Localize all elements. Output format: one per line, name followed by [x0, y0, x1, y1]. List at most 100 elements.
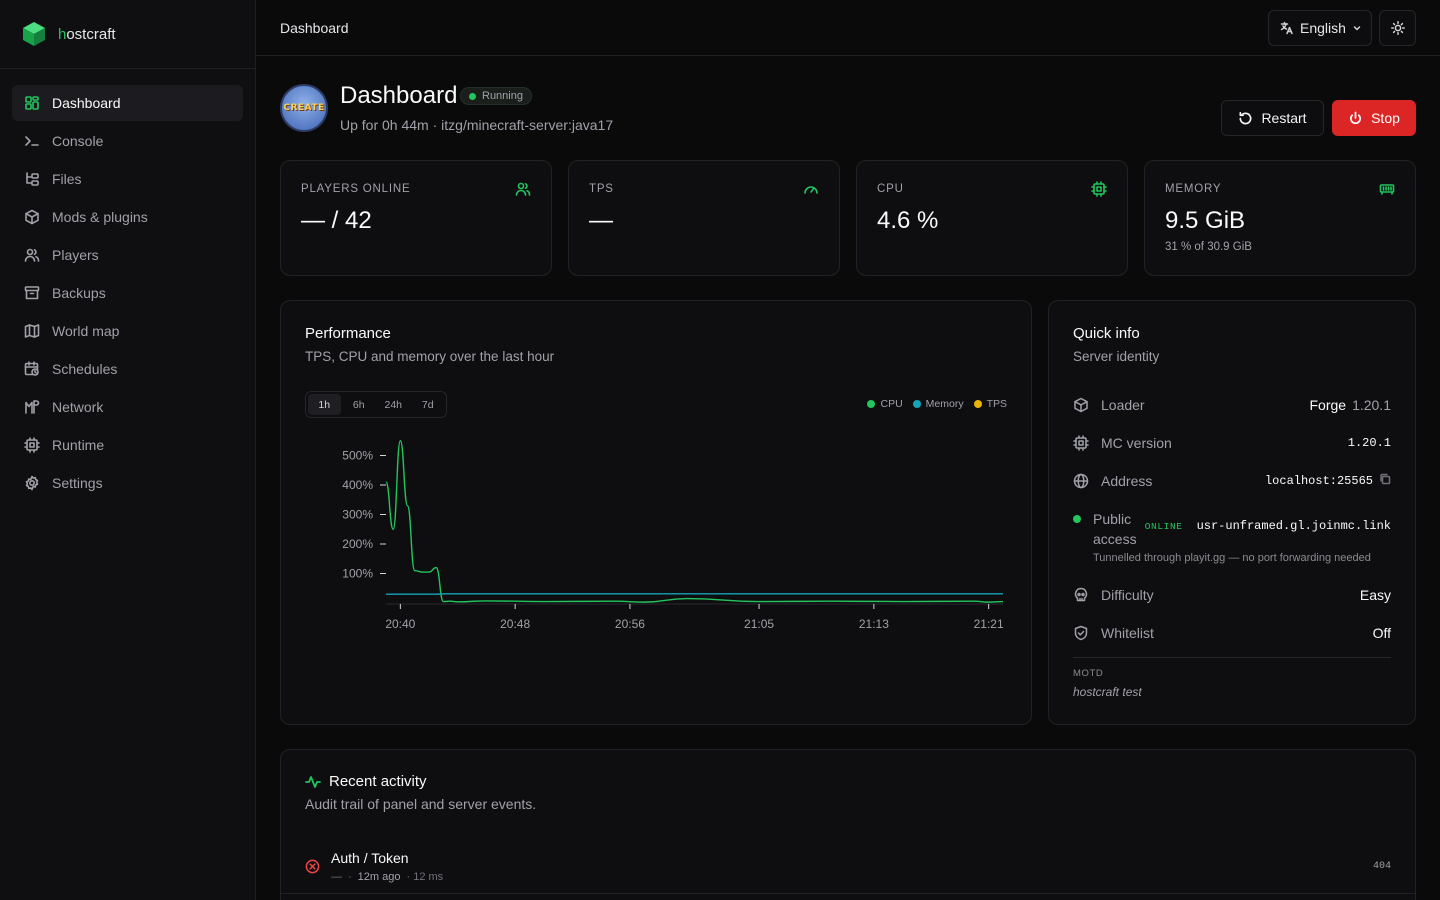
quick-info-panel: Quick info Server identity Loader Forge 1… [1048, 300, 1416, 725]
cpu-icon [1073, 435, 1089, 451]
restart-button[interactable]: Restart [1221, 100, 1324, 136]
shield-check-icon [1073, 625, 1089, 641]
performance-panel: Performance TPS, CPU and memory over the… [280, 300, 1032, 725]
legend-label: CPU [880, 398, 903, 410]
activity-actor: — [331, 871, 342, 883]
gauge-icon [803, 181, 819, 197]
stat-value: — [589, 207, 613, 234]
range-tab-7d[interactable]: 7d [421, 398, 434, 411]
legend-label: TPS [986, 398, 1007, 410]
status-text: Running [482, 90, 523, 102]
x-tick-label: 21:21 [974, 617, 1004, 631]
restart-label: Restart [1261, 110, 1307, 126]
info-label: Loader [1101, 397, 1145, 413]
sidebar-item-backups[interactable]: Backups [12, 275, 243, 311]
translate-icon [1280, 21, 1293, 35]
range-tab-24h[interactable]: 24h [384, 398, 403, 411]
stat-label: PLAYERS ONLINE [301, 183, 411, 195]
series-line-cpu [385, 440, 1004, 603]
sidebar-item-label: Settings [52, 475, 103, 491]
chart-legend: CPU Memory TPS [867, 398, 1007, 410]
top-bar: Dashboard English [256, 0, 1440, 56]
range-tab-6h[interactable]: 6h [352, 398, 365, 411]
time-range-tabs: 1h 6h 24h 7d [305, 391, 447, 418]
copy-icon[interactable] [1379, 473, 1391, 489]
performance-title: Performance [305, 325, 391, 342]
stop-label: Stop [1371, 110, 1400, 126]
stat-value: 4.6 % [877, 207, 939, 234]
activity-name: Auth / Token [331, 850, 409, 866]
sidebar-item-network[interactable]: Network [12, 389, 243, 425]
stat-value: 9.5 GiB [1165, 207, 1246, 234]
x-tick-label: 20:40 [385, 617, 415, 631]
info-label: Public access [1093, 511, 1137, 547]
legend-item-memory[interactable]: Memory [912, 398, 964, 410]
stat-card-memory: MEMORY 9.5 GiB 31 % of 30.9 GiB [1144, 160, 1416, 276]
sidebar-item-world-map[interactable]: World map [12, 313, 243, 349]
stat-value: — / 42 [301, 207, 372, 234]
sidebar-item-files[interactable]: Files [12, 161, 243, 197]
sidebar-item-schedules[interactable]: Schedules [12, 351, 243, 387]
x-tick-label: 20:56 [615, 617, 645, 631]
online-dot [1073, 515, 1081, 523]
archive-icon [24, 285, 40, 301]
sun-icon [1390, 21, 1405, 35]
y-tick-label: 100% [342, 567, 373, 581]
avatar-text: CREATE [283, 103, 325, 113]
calendar-clock-icon [24, 361, 40, 377]
brand[interactable]: hostcraft [0, 0, 255, 69]
public-address[interactable]: usr-unframed.gl.joinmc.link [1196, 519, 1391, 533]
stat-label: TPS [589, 183, 614, 195]
y-tick-label: 400% [342, 478, 373, 492]
sidebar-item-settings[interactable]: Settings [12, 465, 243, 501]
info-value: localhost:25565 [1265, 473, 1391, 489]
sidebar-item-label: Dashboard [52, 95, 121, 111]
sidebar-item-mods[interactable]: Mods & plugins [12, 199, 243, 235]
motd-value: hostcraft test [1073, 685, 1142, 699]
info-label: Address [1101, 473, 1153, 489]
legend-label: Memory [925, 398, 964, 410]
info-label: Whitelist [1101, 625, 1154, 641]
theme-toggle-button[interactable] [1379, 10, 1416, 46]
sidebar-item-players[interactable]: Players [12, 237, 243, 273]
skull-icon [1073, 587, 1089, 603]
sidebar-item-label: Schedules [52, 361, 118, 377]
sidebar-item-console[interactable]: Console [12, 123, 243, 159]
address-text: localhost:25565 [1264, 474, 1373, 488]
activity-row[interactable]: Auth / Token — · 12m ago · 12 ms 404 [281, 838, 1415, 894]
sidebar-item-dashboard[interactable]: Dashboard [12, 85, 243, 121]
network-icon [24, 399, 40, 415]
error-circle-icon [305, 859, 321, 875]
range-tab-1h[interactable]: 1h [308, 394, 341, 415]
legend-item-tps[interactable]: TPS [973, 398, 1007, 410]
globe-icon [1073, 473, 1089, 489]
activity-subtitle: Audit trail of panel and server events. [305, 796, 537, 812]
sidebar-item-label: Network [52, 399, 104, 415]
tunnel-note: Tunnelled through playit.gg — no port fo… [1093, 552, 1371, 564]
sidebar-item-label: Players [52, 247, 99, 263]
divider [1073, 657, 1391, 658]
info-value: Off [1372, 625, 1391, 641]
info-label: MC version [1101, 435, 1172, 451]
terminal-icon [24, 133, 40, 149]
activity-meta: — · 12m ago · 12 ms [331, 871, 443, 883]
logo-cube-icon [23, 22, 45, 46]
info-row-address: Address localhost:25565 [1073, 469, 1391, 493]
activity-title: Recent activity [329, 773, 427, 790]
legend-item-cpu[interactable]: CPU [867, 398, 903, 410]
sidebar-item-label: Console [52, 133, 104, 149]
sidebar: hostcraft Dashboard Console Files Mods &… [0, 0, 256, 900]
breadcrumb: Dashboard [280, 19, 349, 36]
stop-button[interactable]: Stop [1332, 100, 1416, 136]
users-icon [515, 181, 531, 197]
quick-info-subtitle: Server identity [1073, 349, 1160, 364]
sidebar-item-label: World map [52, 323, 120, 339]
motd-label: MOTD [1073, 668, 1104, 679]
sidebar-item-runtime[interactable]: Runtime [12, 427, 243, 463]
status-badge: Running [460, 87, 532, 105]
loader-name: Forge [1309, 397, 1347, 413]
y-tick-label: 500% [342, 449, 373, 463]
language-select[interactable]: English [1268, 10, 1372, 46]
uptime-subtitle: Up for 0h 44m · itzg/minecraft-server:ja… [340, 117, 614, 133]
x-tick-label: 20:48 [500, 617, 530, 631]
